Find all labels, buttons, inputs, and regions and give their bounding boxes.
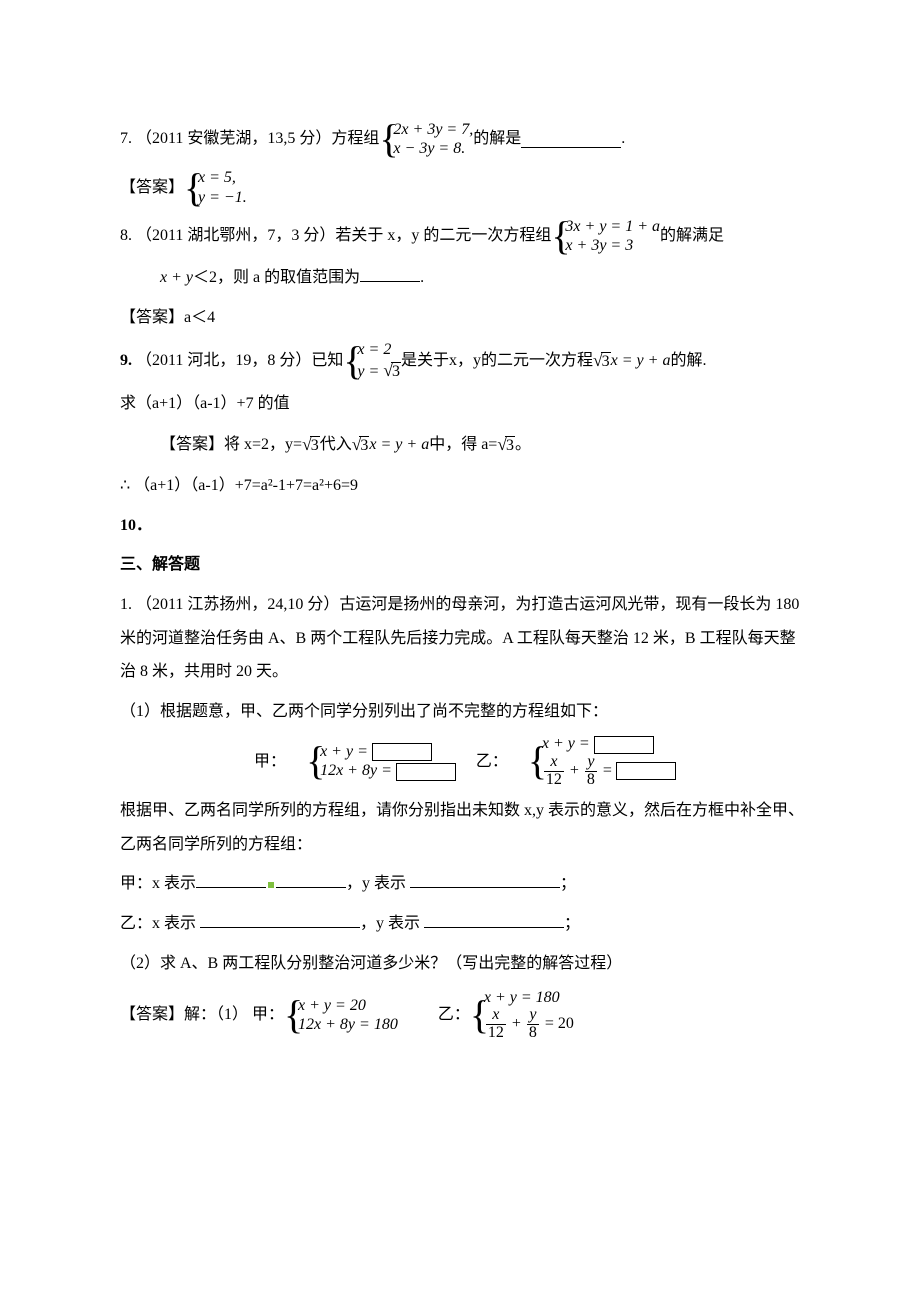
p1-systems: 甲： { x + y = 12x + 8y = 乙： { x + y = x12… xyxy=(120,734,810,788)
q9-line2: 求（a+1）（a-1）+7 的值 xyxy=(120,387,810,421)
sqrt-icon: √3 xyxy=(497,426,515,463)
q9-row2: y = √3 xyxy=(357,360,401,381)
q7-prefix: （2011 安徽芜湖，13,5 分）方程组 xyxy=(136,122,379,156)
ansp1-yi-system: { x + y = 180 x12 + y8 = 20 xyxy=(470,988,574,1042)
sqrt-icon: √3 xyxy=(593,342,611,379)
q8-line2: x + y＜2，则 a 的取值范围为. xyxy=(120,261,810,295)
ansp1-jia-row1: x + y = 20 xyxy=(298,996,398,1015)
blank-box xyxy=(396,763,456,781)
ans9-label: 【答案】 xyxy=(160,428,224,462)
blank-line xyxy=(276,871,346,888)
p1-body: （2011 江苏扬州，24,10 分）古运河是扬州的母亲河，为打造古运河风光带，… xyxy=(120,596,799,680)
fraction: y8 xyxy=(527,1007,539,1042)
ansp1-jia-system: { x + y = 20 12x + 8y = 180 xyxy=(284,996,398,1034)
question-10: 10． xyxy=(120,509,810,543)
q9-row1: x = 2 xyxy=(357,340,401,359)
marker-icon xyxy=(268,882,274,888)
p1-sub1: （1）根据题意，甲、乙两个同学分别列出了尚不完整的方程组如下： xyxy=(120,695,810,729)
p1-jia-system: { x + y = 12x + 8y = xyxy=(306,742,456,781)
q9-prefix: （2011 河北，19，8 分）已知 xyxy=(136,344,343,378)
q9-number: 9. xyxy=(120,344,132,378)
ans7-label: 【答案】 xyxy=(120,171,184,205)
ansp1-jia-row2: 12x + 8y = 180 xyxy=(298,1015,398,1034)
q8-blank xyxy=(360,265,420,282)
ans9-conclusion: ∴ （a+1）（a-1）+7=a²-1+7=a²+6=9 xyxy=(120,469,810,503)
q8-system: { 3x + y = 1 + a x + 3y = 3 xyxy=(551,217,660,255)
q9-system: { x = 2 y = √3 xyxy=(343,340,401,380)
p1-yi-row2: x12 + y8 = xyxy=(542,754,676,789)
q9-suffix: 的解. xyxy=(670,344,706,378)
ans8-label: 【答案】 xyxy=(120,309,184,326)
blank-box xyxy=(594,736,654,754)
ansp1-label: 【答案】 xyxy=(120,998,184,1032)
q9-mid: 是关于x，y的二元一次方程 xyxy=(401,344,593,378)
answer-8: 【答案】a＜4 xyxy=(120,301,810,335)
sqrt-icon: √3 xyxy=(352,426,370,463)
q7-blank xyxy=(521,131,621,148)
question-8: 8. （2011 湖北鄂州，7，3 分）若关于 x，y 的二元一次方程组 { 3… xyxy=(120,217,810,255)
ansp1-prefix: 解：（1） 甲： xyxy=(184,998,284,1032)
fraction: y8 xyxy=(585,754,597,789)
q8-period: . xyxy=(420,269,424,286)
ans9-t1: 将 x=2，y= xyxy=(224,428,302,462)
p1-number: 1. xyxy=(120,596,132,613)
q7-row1: 2x + 3y = 7, xyxy=(393,120,473,139)
ansp1-yi-label: 乙： xyxy=(438,998,470,1032)
p1-jia-row1: x + y = xyxy=(320,742,456,761)
ansp1-yi-row1: x + y = 180 xyxy=(484,988,574,1007)
ans9-t4: 。 xyxy=(515,428,531,462)
q9-eq: x = y + a xyxy=(611,344,671,378)
blank-line xyxy=(410,871,560,888)
q7-period: . xyxy=(621,122,625,156)
problem-1: 1. （2011 江苏扬州，24,10 分）古运河是扬州的母亲河，为打造古运河风… xyxy=(120,588,810,689)
p1-yi-fill: 乙：x 表示 ，y 表示 ； xyxy=(120,907,810,941)
ans7-system: { x = 5, y = −1. xyxy=(184,168,247,206)
blank-box xyxy=(616,762,676,780)
p1-jia-fill: 甲：x 表示，y 表示 ； xyxy=(120,867,810,901)
ans9-t3: 中，得 a= xyxy=(429,428,497,462)
section-3-title: 三、解答题 xyxy=(120,548,810,582)
q8-suffix: 的解满足 xyxy=(660,219,724,253)
blank-line xyxy=(200,911,360,928)
p1-cont1: 根据甲、乙两名同学所列的方程组，请你分别指出未知数 x,y 表示的意义，然后在方… xyxy=(120,794,810,861)
ans7-row2: y = −1. xyxy=(198,188,247,207)
ans8-text: a＜4 xyxy=(184,309,215,326)
p1-yi-row1: x + y = xyxy=(542,734,676,753)
question-9: 9. （2011 河北，19，8 分）已知 { x = 2 y = √3 是关于… xyxy=(120,340,810,380)
q8-row1: 3x + y = 1 + a xyxy=(565,217,660,236)
ansp1-yi-row2: x12 + y8 = 20 xyxy=(484,1007,574,1042)
p1-jia-row2: 12x + 8y = xyxy=(320,761,456,780)
q7-row2: x − 3y = 8. xyxy=(393,139,473,158)
q7-suffix: 的解是 xyxy=(473,122,521,156)
question-7: 7. （2011 安徽芜湖，13,5 分）方程组 { 2x + 3y = 7, … xyxy=(120,120,810,158)
sqrt-icon: √3 xyxy=(302,426,320,463)
sqrt-icon: √3 xyxy=(383,360,401,381)
p1-yi-system: { x + y = x12 + y8 = xyxy=(528,734,676,788)
p1-sub2: （2）求 A、B 两工程队分别整治河道多少米？（写出完整的解答过程） xyxy=(120,947,810,981)
blank-line xyxy=(196,871,266,888)
q7-number: 7. xyxy=(120,122,132,156)
q8-prefix: （2011 湖北鄂州，7，3 分）若关于 x，y 的二元一次方程组 xyxy=(136,219,551,253)
q8-xy: x + y xyxy=(160,269,193,286)
blank-line xyxy=(424,911,564,928)
answer-9: 【答案】 将 x=2，y= √3 代入 √3x = y + a 中，得 a= √… xyxy=(120,426,810,463)
blank-box xyxy=(372,743,432,761)
q7-system: { 2x + 3y = 7, x − 3y = 8. xyxy=(379,120,473,158)
answer-7: 【答案】 { x = 5, y = −1. xyxy=(120,168,810,206)
answer-p1: 【答案】 解：（1） 甲： { x + y = 20 12x + 8y = 18… xyxy=(120,988,810,1042)
q8-number: 8. xyxy=(120,219,132,253)
ans9-t2: 代入 xyxy=(320,428,352,462)
q8-row2: x + 3y = 3 xyxy=(565,236,660,255)
p1-jia-label: 甲： xyxy=(254,745,286,779)
ans9-eq: x = y + a xyxy=(369,428,429,462)
ans7-row1: x = 5, xyxy=(198,168,247,187)
q8-line2b: ＜2，则 a 的取值范围为 xyxy=(193,269,360,286)
p1-yi-label: 乙： xyxy=(476,745,508,779)
